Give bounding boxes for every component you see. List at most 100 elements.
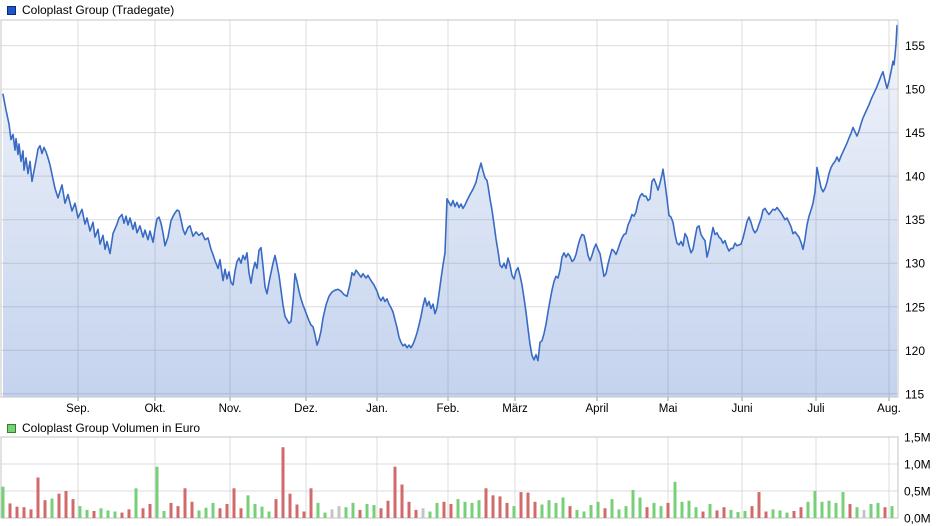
volume-bar — [365, 503, 369, 518]
volume-bar — [50, 498, 54, 518]
volume-bar — [750, 506, 754, 518]
volume-chart-title: Coloplast Group Volumen in Euro — [22, 421, 201, 435]
volume-bar — [470, 502, 474, 518]
volume-bar — [281, 447, 285, 518]
volume-bar — [827, 500, 831, 518]
volume-bar — [379, 508, 383, 518]
price-y-tick-label: 120 — [905, 344, 925, 358]
volume-bar — [400, 484, 404, 518]
price-y-tick-label: 135 — [905, 213, 925, 227]
price-area-fill — [3, 25, 897, 397]
volume-bar — [568, 506, 572, 518]
volume-y-tick-label: 1,5M — [904, 431, 931, 445]
volume-bar — [680, 501, 684, 518]
volume-y-tick-label: 1,0M — [904, 458, 931, 472]
volume-bar — [435, 502, 439, 518]
volume-bar — [225, 503, 229, 518]
volume-bar — [407, 501, 411, 518]
x-axis-month-label: März — [502, 403, 528, 415]
volume-bar — [8, 503, 12, 518]
volume-bar — [190, 501, 194, 518]
volume-bar — [155, 466, 159, 518]
volume-bar — [323, 512, 327, 518]
volume-bar — [92, 510, 96, 518]
price-line — [2, 24, 898, 362]
volume-bar — [736, 512, 740, 518]
volume-bar — [15, 506, 19, 518]
volume-bar — [260, 506, 264, 518]
volume-bar — [890, 506, 894, 518]
volume-bar — [148, 503, 152, 518]
volume-bar — [526, 492, 530, 518]
volume-bar — [813, 491, 817, 518]
volume-bar — [316, 502, 320, 518]
x-axis-month-label: Juli — [807, 403, 824, 415]
x-axis-month-label: Mai — [659, 403, 678, 415]
volume-bar — [575, 509, 579, 518]
price-chart-title: Coloplast Group (Tradegate) — [22, 3, 175, 17]
volume-bar — [78, 506, 82, 518]
volume-bar — [778, 510, 782, 518]
volume-bar — [862, 509, 866, 518]
volume-bar — [169, 502, 173, 518]
volume-bar — [638, 497, 642, 518]
volume-bar — [337, 506, 341, 518]
volume-bar — [414, 509, 418, 518]
volume-bar — [134, 488, 138, 518]
volume-bar — [351, 502, 355, 518]
price-y-tick-label: 115 — [905, 387, 924, 401]
volume-bar — [820, 501, 824, 518]
volume-bar — [246, 495, 250, 518]
volume-bar — [512, 506, 516, 518]
volume-bar — [757, 492, 761, 518]
volume-bar — [330, 509, 334, 518]
volume-bar — [428, 511, 432, 518]
volume-bar — [722, 507, 726, 518]
volume-y-tick-label: 0,0M — [904, 512, 931, 526]
volume-bar — [211, 502, 215, 518]
volume-bar — [162, 510, 166, 518]
volume-bar — [267, 511, 271, 518]
volume-bar — [386, 500, 390, 518]
volume-bar — [841, 492, 845, 518]
price-plot-frame — [0, 19, 899, 398]
volume-bar — [127, 509, 131, 518]
price-y-tick-label: 150 — [905, 83, 925, 97]
volume-bar — [99, 508, 103, 518]
volume-bar — [582, 511, 586, 518]
x-axis-month-label: April — [585, 403, 608, 415]
volume-bar — [449, 503, 453, 518]
volume-bar — [659, 506, 663, 518]
volume-bar — [624, 506, 628, 518]
volume-bar — [876, 502, 880, 518]
x-axis-month-label: Aug. — [877, 403, 901, 415]
volume-bar — [176, 506, 180, 518]
volume-bar — [29, 509, 33, 518]
volume-bar — [687, 500, 691, 518]
volume-bar — [113, 511, 117, 518]
volume-bar — [232, 488, 236, 518]
volume-bar — [869, 503, 873, 518]
volume-bar — [652, 502, 656, 518]
price-chart-legend: Coloplast Group (Tradegate) — [7, 3, 174, 17]
volume-bar — [183, 488, 187, 518]
volume-bar — [729, 509, 733, 518]
x-axis-month-label: Okt. — [144, 403, 165, 415]
price-y-tick-label: 140 — [905, 170, 925, 184]
volume-bar — [22, 507, 26, 518]
volume-bar — [309, 488, 313, 518]
volume-chart-legend: Coloplast Group Volumen in Euro — [7, 421, 200, 435]
volume-bar — [673, 481, 677, 518]
volume-bar — [554, 502, 558, 518]
x-axis-month-label: Dez. — [294, 403, 318, 415]
volume-bar — [253, 503, 257, 518]
volume-bar — [64, 491, 68, 518]
volume-bar — [694, 507, 698, 518]
x-axis-month-label: Juni — [731, 403, 752, 415]
volume-bar — [855, 507, 859, 518]
x-axis-month-label: Feb. — [436, 403, 459, 415]
volume-bar — [848, 503, 852, 518]
volume-bar — [358, 509, 362, 518]
volume-bar — [197, 510, 201, 518]
